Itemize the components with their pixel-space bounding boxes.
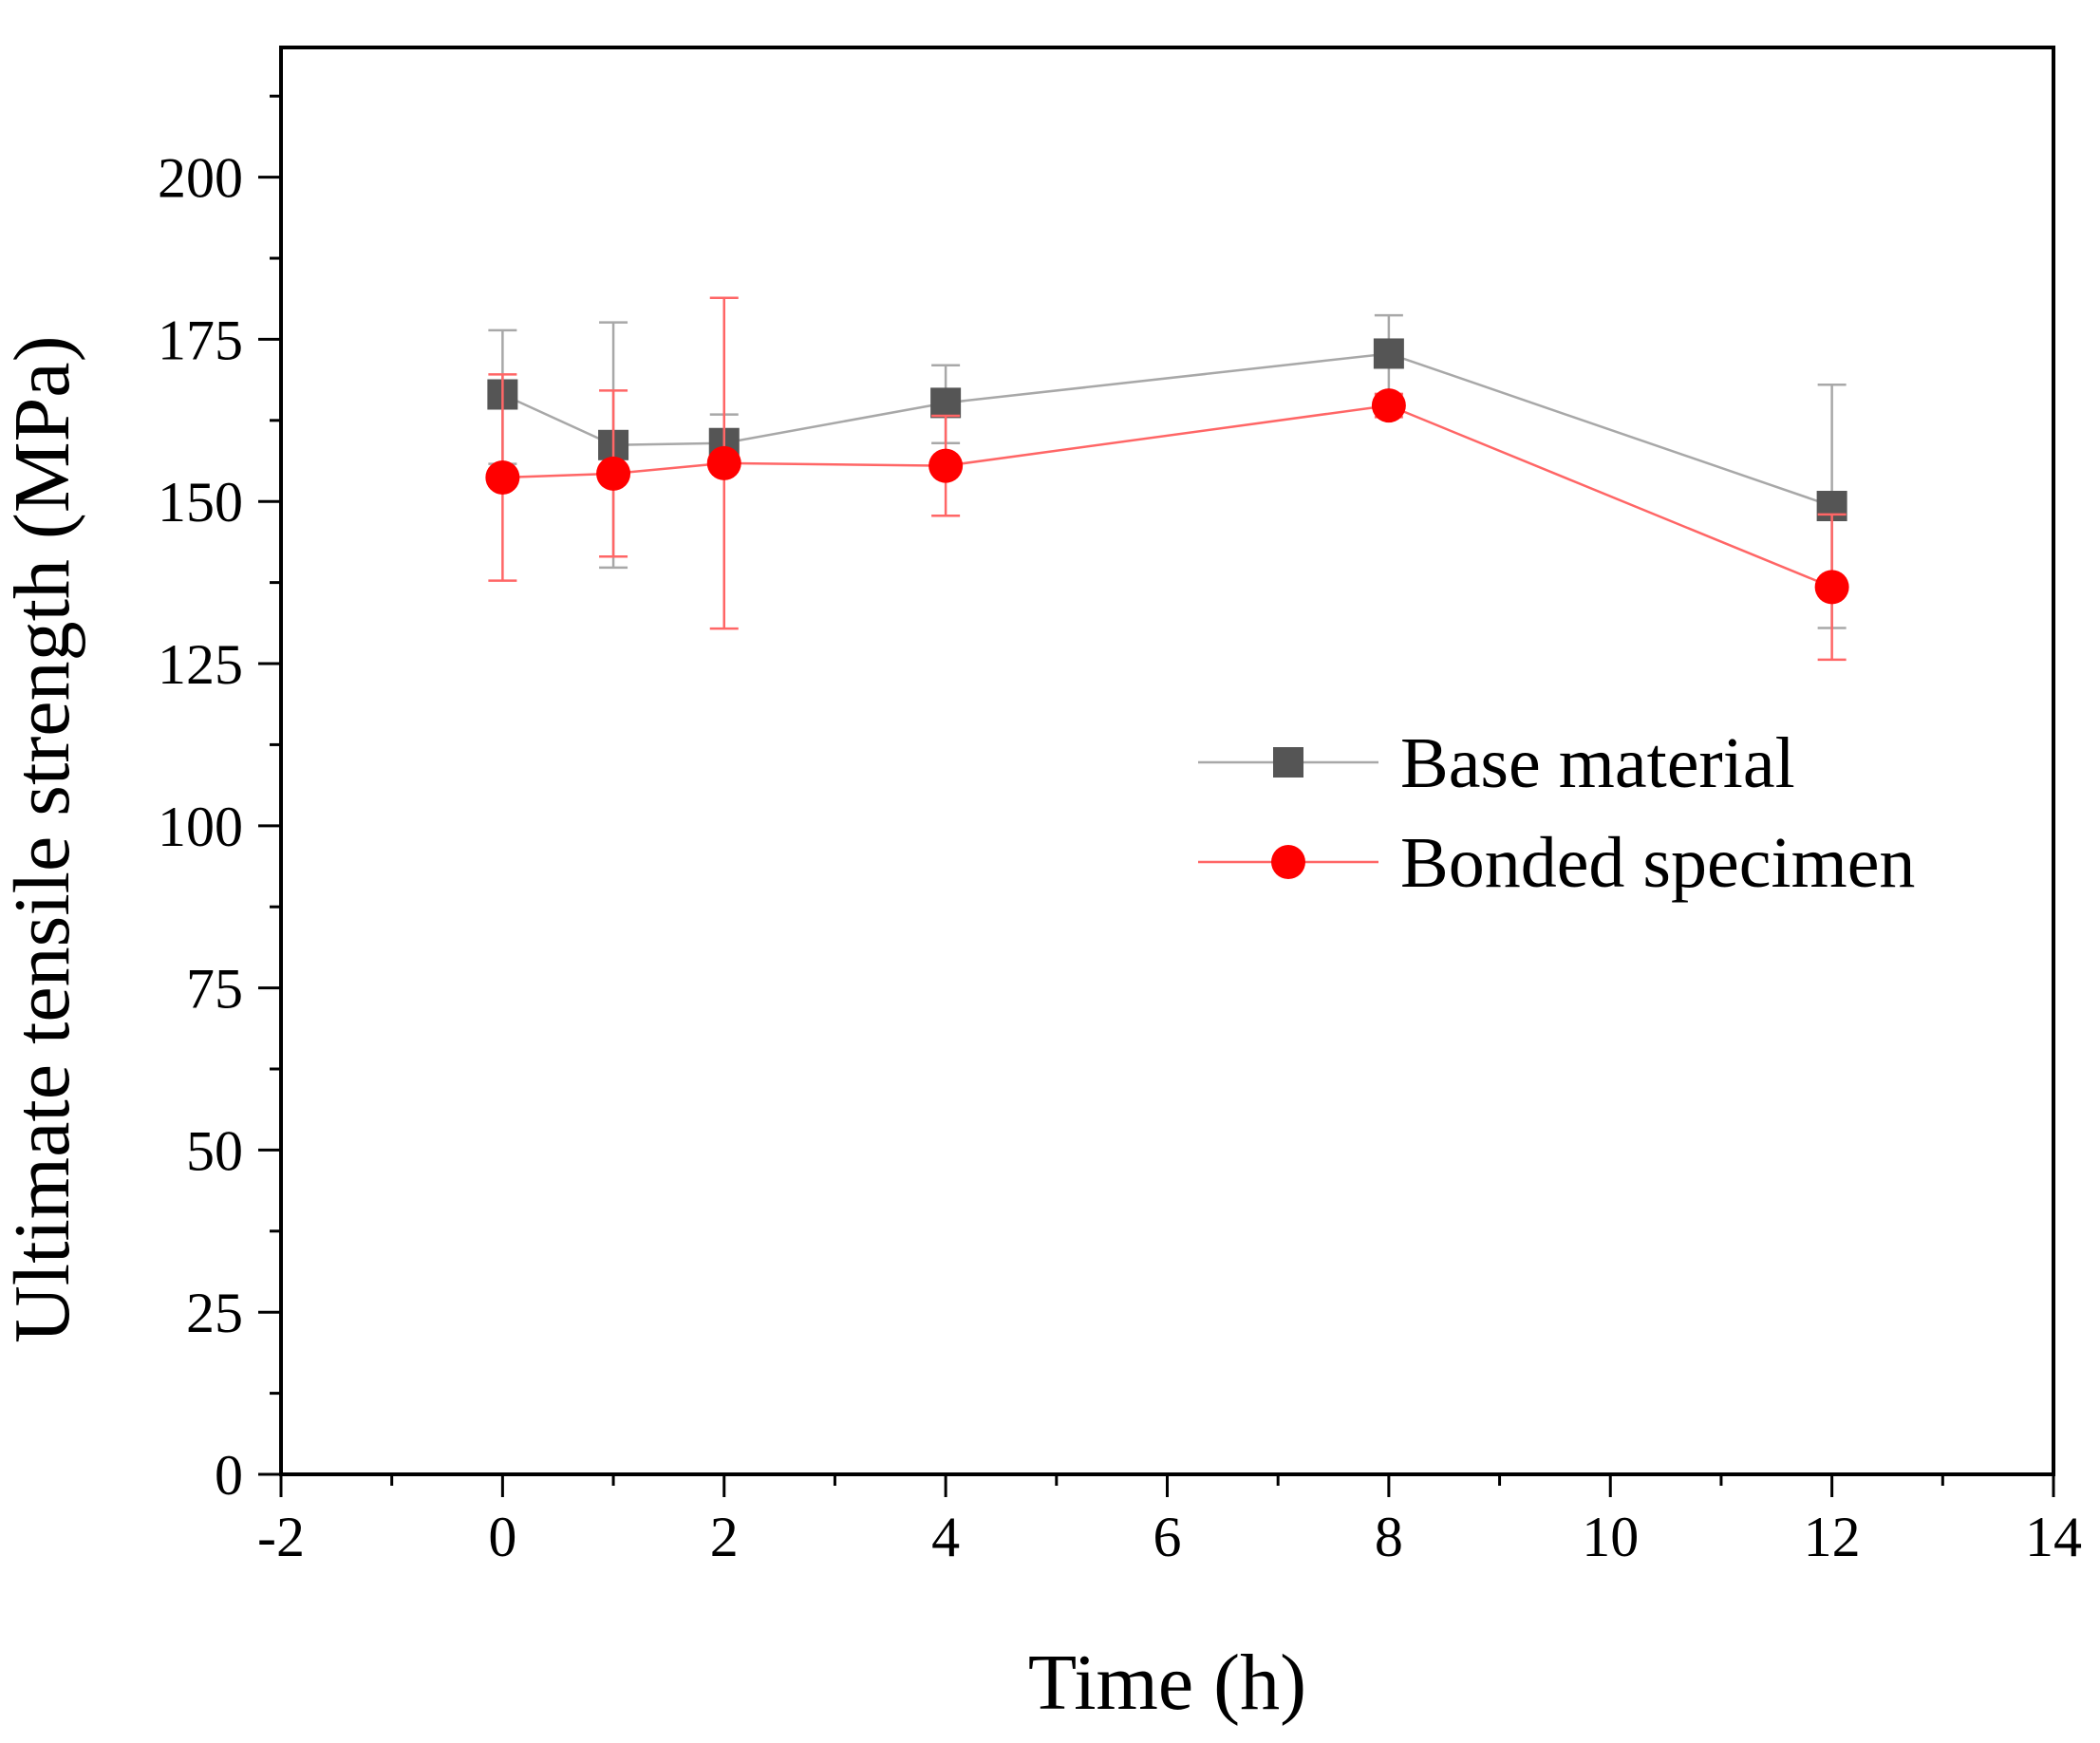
data-point (485, 459, 520, 495)
y-tick-label: 0 (215, 1444, 243, 1507)
x-tick-label: 14 (2025, 1506, 2082, 1568)
x-tick-label: 12 (1804, 1506, 1861, 1568)
legend: Base material Bonded specimen (1198, 723, 1915, 903)
y-tick-label: 25 (186, 1282, 243, 1344)
legend-label: Bonded specimen (1400, 823, 1915, 903)
data-point (1373, 338, 1404, 369)
y-tick-label: 150 (158, 471, 243, 534)
x-axis-title: Time (h) (1028, 1639, 1306, 1727)
x-tick-label: 10 (1582, 1506, 1639, 1568)
y-axis-title: Ultimate tensile strength (MPa) (0, 335, 86, 1342)
series-line (502, 403, 1833, 589)
x-tick-label: -2 (257, 1506, 305, 1568)
y-tick-label: 50 (186, 1119, 243, 1182)
data-point (928, 448, 964, 483)
y-tick-label: 75 (186, 958, 243, 1021)
series-bonded-specimen (485, 296, 1849, 662)
y-tick-label: 175 (158, 309, 243, 371)
x-tick-label: 6 (1153, 1506, 1182, 1568)
chart-marks (485, 296, 1849, 662)
series-line (501, 352, 1833, 508)
data-point (1814, 570, 1849, 605)
data-point (706, 445, 741, 480)
legend-marker-circle (1271, 845, 1305, 879)
x-tick-label: 4 (931, 1506, 960, 1568)
data-point (930, 387, 962, 419)
data-point (1371, 388, 1406, 423)
legend-marker-square (1273, 747, 1303, 778)
x-tick-label: 0 (488, 1506, 516, 1568)
y-tick-label: 100 (158, 796, 243, 858)
y-tick-label: 125 (158, 633, 243, 696)
x-tick-label: 8 (1375, 1506, 1403, 1568)
x-tick-label: 2 (710, 1506, 739, 1568)
legend-label: Base material (1400, 723, 1795, 803)
data-point (596, 456, 631, 491)
y-tick-label: 200 (158, 147, 243, 210)
